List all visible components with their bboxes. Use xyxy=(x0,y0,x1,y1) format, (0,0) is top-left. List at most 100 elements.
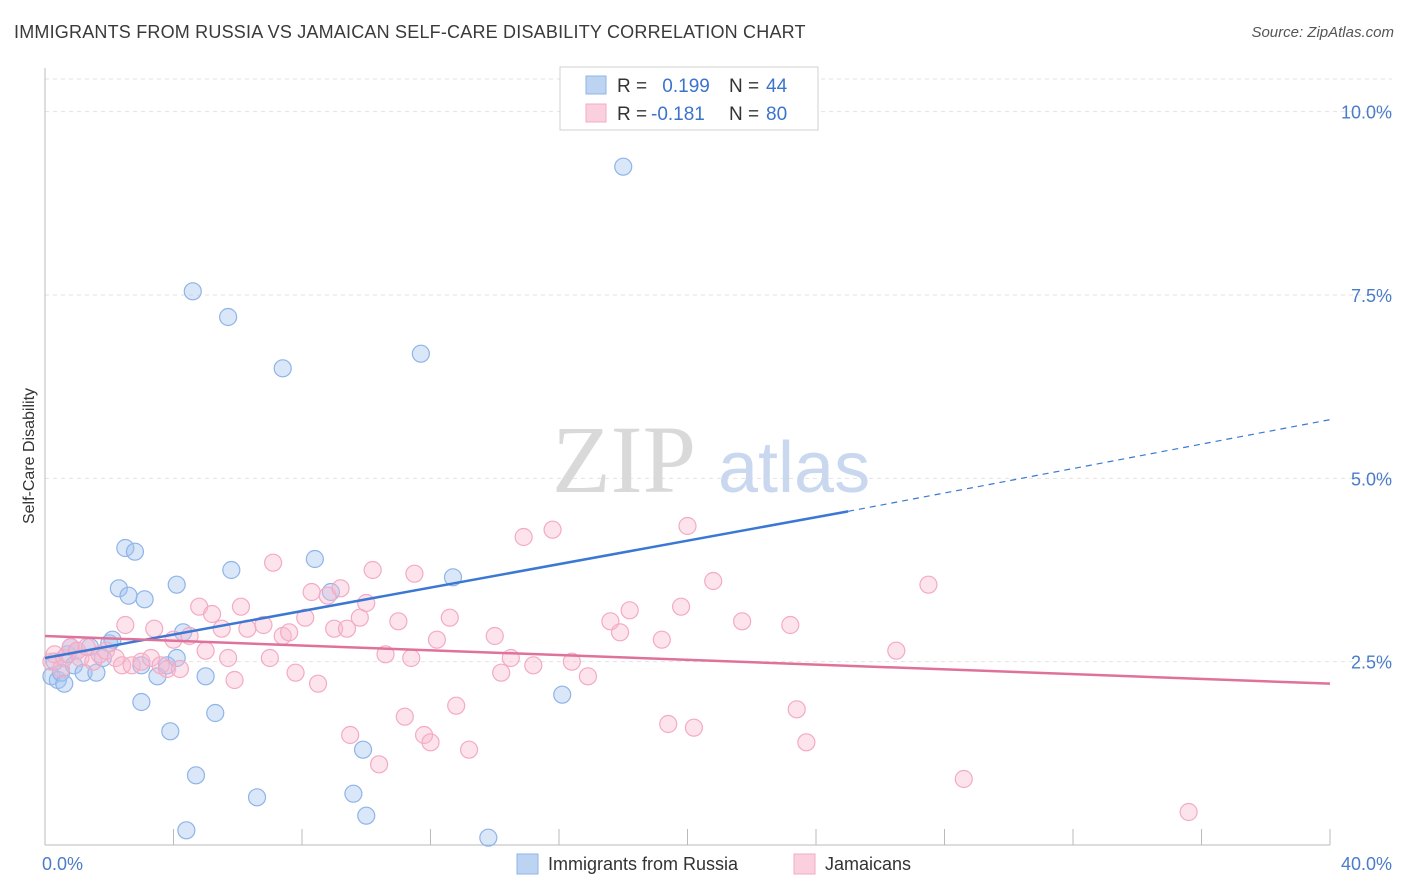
trend-lines xyxy=(44,419,1331,685)
y-axis-label: Self-Care Disability xyxy=(21,388,38,524)
point-jamaicans xyxy=(395,707,414,726)
legend-n-value-russia: 44 xyxy=(766,76,788,97)
point-russia xyxy=(109,579,128,598)
legend-r-label-jamaicans: R = xyxy=(617,104,647,125)
point-jamaicans xyxy=(302,582,321,602)
point-jamaicans xyxy=(341,725,360,745)
point-jamaicans xyxy=(954,769,973,789)
bottom-legend: Immigrants from Russia Jamaicans xyxy=(516,853,911,875)
bottom-legend-swatch-russia xyxy=(516,853,539,875)
point-jamaicans xyxy=(370,755,389,774)
point-jamaicans xyxy=(308,674,328,693)
watermark: ZIP atlas xyxy=(552,406,870,513)
point-jamaicans xyxy=(733,612,752,631)
point-russia xyxy=(55,674,74,693)
point-russia xyxy=(273,359,292,378)
point-jamaicans xyxy=(145,619,164,638)
point-jamaicans xyxy=(459,740,479,759)
trend-line-russia-extension xyxy=(848,419,1331,512)
point-jamaicans xyxy=(363,560,382,580)
legend-swatch-jamaicans xyxy=(585,103,607,123)
point-jamaicans xyxy=(280,623,299,642)
point-jamaicans xyxy=(678,516,697,536)
point-jamaicans xyxy=(447,696,466,715)
point-jamaicans xyxy=(219,648,238,668)
point-jamaicans xyxy=(51,659,71,679)
point-jamaicans xyxy=(212,619,231,638)
point-jamaicans xyxy=(440,608,459,627)
point-russia xyxy=(132,692,151,712)
point-russia xyxy=(196,667,215,686)
point-jamaicans xyxy=(659,714,678,734)
point-jamaicans xyxy=(492,663,511,682)
point-russia xyxy=(222,560,241,580)
watermark-atlas: atlas xyxy=(718,428,870,508)
point-jamaicans xyxy=(331,579,350,598)
point-jamaicans xyxy=(389,612,408,631)
point-jamaicans xyxy=(112,656,132,675)
y-tick-label: 10.0% xyxy=(1341,103,1392,123)
point-russia xyxy=(125,542,145,561)
point-russia xyxy=(206,703,225,723)
legend-n-label-jamaicans: N = xyxy=(729,104,759,125)
point-jamaicans xyxy=(610,623,630,642)
point-jamaicans xyxy=(196,641,215,660)
point-russia xyxy=(161,722,180,741)
point-russia xyxy=(357,806,376,825)
trend-line-jamaicans xyxy=(44,634,1331,685)
point-russia xyxy=(167,575,186,594)
legend: R = 0.199 N = 44 R = -0.181 N = 80 xyxy=(559,66,819,131)
point-jamaicans xyxy=(405,564,424,583)
point-jamaicans xyxy=(260,648,279,668)
axes xyxy=(44,68,1331,846)
point-russia xyxy=(305,549,324,569)
point-jamaicans xyxy=(286,663,305,682)
point-russia xyxy=(411,344,430,363)
chart-source: Source: ZipAtlas.com xyxy=(1251,24,1394,41)
point-jamaicans xyxy=(514,527,533,547)
y-tick-labels: 2.5% 5.0% 7.5% 10.0% xyxy=(1341,103,1392,673)
point-jamaicans xyxy=(106,648,125,668)
point-jamaicans xyxy=(170,659,190,679)
bottom-legend-label-jamaicans: Jamaicans xyxy=(825,854,911,874)
point-jamaicans xyxy=(787,700,806,719)
point-jamaicans xyxy=(157,659,177,679)
point-jamaicans xyxy=(1179,802,1198,822)
point-russia xyxy=(353,740,373,759)
point-jamaicans xyxy=(254,615,273,635)
point-jamaicans xyxy=(427,630,447,649)
point-jamaicans xyxy=(225,670,244,690)
x-tick-label-left: 0.0% xyxy=(42,854,83,874)
point-jamaicans xyxy=(684,718,704,737)
point-jamaicans xyxy=(116,615,135,635)
point-jamaicans xyxy=(421,733,440,752)
point-jamaicans xyxy=(263,553,283,572)
bottom-legend-swatch-jamaicans xyxy=(793,853,816,875)
point-jamaicans xyxy=(485,626,504,646)
point-jamaicans xyxy=(325,619,344,638)
legend-r-value-russia: 0.199 xyxy=(657,76,710,97)
point-russia xyxy=(186,766,206,785)
legend-n-label-russia: N = xyxy=(729,76,759,97)
point-jamaicans xyxy=(620,601,639,620)
point-russia xyxy=(553,685,572,704)
point-russia xyxy=(135,590,154,609)
point-jamaicans xyxy=(376,645,395,664)
point-russia xyxy=(119,586,138,605)
point-jamaicans xyxy=(652,630,671,649)
point-jamaicans xyxy=(202,604,222,624)
point-russia xyxy=(219,307,238,327)
trend-line-russia xyxy=(44,510,849,660)
point-russia xyxy=(344,784,363,803)
point-jamaicans xyxy=(781,615,800,635)
point-jamaicans xyxy=(337,619,357,638)
x-tick-label-right: 40.0% xyxy=(1341,854,1392,874)
point-jamaicans xyxy=(562,652,581,671)
point-russia xyxy=(183,282,202,301)
data-points xyxy=(42,157,1198,847)
point-russia xyxy=(479,828,498,847)
watermark-zip: ZIP xyxy=(552,406,696,513)
y-tick-label: 7.5% xyxy=(1351,286,1392,306)
legend-n-value-jamaicans: 80 xyxy=(766,104,787,125)
